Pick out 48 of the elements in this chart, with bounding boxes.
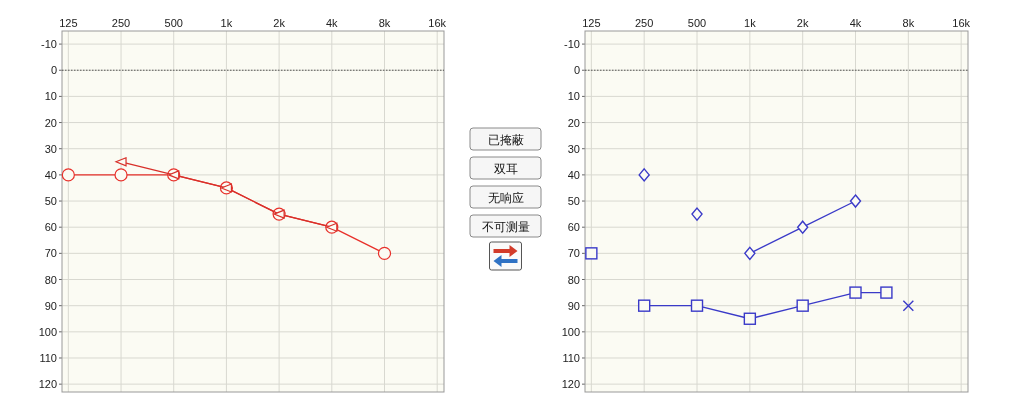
y-tick-label: 120 [561, 378, 580, 391]
y-tick-label: -10 [41, 38, 57, 51]
x-tick-label: 250 [635, 17, 654, 29]
y-tick-label: 90 [567, 299, 580, 312]
text: 不可测量 [481, 219, 530, 234]
y-tick-label: 60 [567, 221, 580, 234]
x-tick-label: 250 [111, 17, 131, 29]
y-tick-label: 90 [44, 299, 57, 312]
x-tick-label: 2k [273, 17, 286, 29]
x-tick-label: 16k [952, 17, 971, 29]
y-tick-label: 50 [567, 195, 580, 208]
text: 无响应 [487, 190, 524, 205]
y-tick-label: 110 [562, 351, 580, 364]
y-tick-label: 0 [50, 64, 57, 77]
x-tick-label: 500 [687, 17, 707, 29]
text: 已掩蔽 [487, 132, 524, 147]
y-tick-label: 40 [567, 168, 580, 181]
y-tick-label: 30 [44, 142, 57, 155]
y-tick-label: 50 [44, 195, 57, 208]
y-tick-label: 120 [38, 378, 57, 391]
y-tick-label: 10 [44, 90, 57, 103]
y-tick-label: -10 [564, 38, 580, 51]
y-tick-label: 80 [44, 273, 57, 286]
y-tick-label: 70 [44, 247, 57, 260]
x-tick-label: 4k [849, 17, 862, 29]
x-tick-label: 8k [378, 17, 391, 29]
x-tick-label: 125 [59, 17, 78, 29]
y-tick-label: 70 [567, 247, 580, 260]
y-tick-label: 30 [567, 142, 580, 155]
x-tick-label: 1k [744, 17, 757, 29]
y-tick-label: 100 [561, 325, 580, 338]
x-tick-label: 2k [796, 17, 809, 29]
x-tick-label: 8k [902, 17, 915, 29]
y-tick-label: 20 [567, 116, 580, 129]
y-tick-label: 60 [44, 221, 57, 234]
y-tick-label: 20 [44, 116, 57, 129]
y-tick-label: 100 [38, 325, 57, 338]
x-tick-label: 125 [582, 17, 601, 29]
y-tick-label: 40 [44, 168, 57, 181]
y-tick-label: 0 [573, 64, 580, 77]
x-tick-label: 16k [428, 17, 447, 29]
y-tick-label: 110 [39, 351, 57, 364]
x-tick-label: 4k [325, 17, 339, 29]
text: 双耳 [493, 161, 518, 176]
y-tick-label: 80 [567, 273, 580, 286]
y-tick-label: 10 [567, 90, 580, 103]
x-tick-label: 1k [220, 17, 233, 29]
x-tick-label: 500 [164, 17, 183, 29]
